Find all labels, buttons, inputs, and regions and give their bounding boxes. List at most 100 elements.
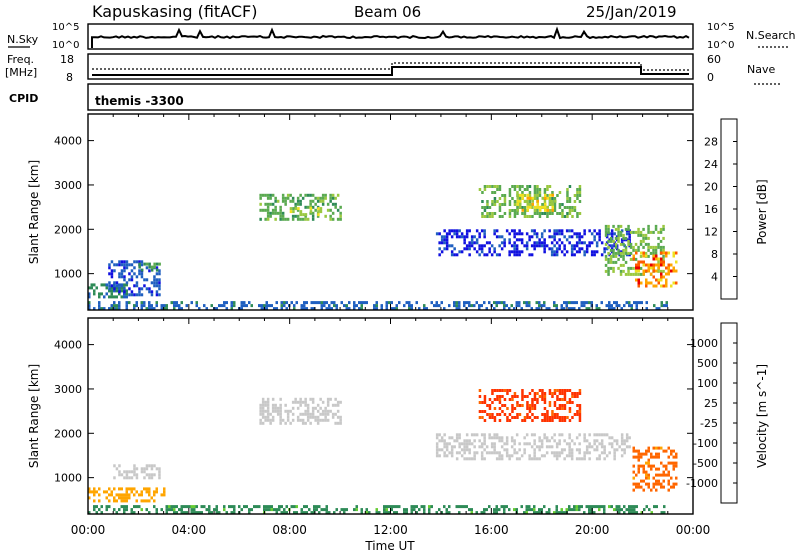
heatmap-cell — [617, 257, 620, 261]
heatmap-cell — [323, 301, 326, 305]
heatmap-cell — [551, 200, 554, 203]
heatmap-cell — [274, 199, 277, 203]
heatmap-cell — [150, 307, 153, 311]
heatmap-cell — [283, 304, 286, 308]
heatmap-cell — [266, 403, 270, 407]
heatmap-cell — [309, 415, 312, 419]
heatmap-cell — [155, 293, 159, 297]
heatmap-cell — [153, 499, 156, 503]
heatmap-cell — [529, 196, 532, 200]
heatmap-cell — [498, 454, 501, 458]
heatmap-cell — [545, 439, 549, 443]
heatmap-cell — [294, 400, 297, 404]
heatmap-cell — [343, 304, 346, 308]
heatmap-cell — [513, 244, 516, 248]
heatmap-cell — [293, 511, 296, 515]
heatmap-cell — [583, 241, 586, 245]
heatmap-cell — [558, 419, 562, 422]
heatmap-cell — [604, 233, 608, 237]
heatmap-cell — [580, 505, 583, 509]
heatmap-cell — [445, 235, 449, 239]
heatmap-cell — [281, 211, 285, 215]
heatmap-cell — [662, 254, 665, 258]
heatmap-cell — [240, 304, 243, 308]
heatmap-cell — [566, 401, 569, 404]
heatmap-cell — [528, 392, 532, 395]
heatmap-cell — [88, 496, 91, 500]
heatmap-cell — [603, 505, 606, 509]
heatmap-cell — [563, 235, 566, 239]
heatmap-cell — [578, 404, 582, 407]
heatmap-cell — [321, 202, 325, 206]
heatmap-cell — [475, 229, 479, 233]
heatmap-cell — [662, 284, 665, 288]
heatmap-cell — [665, 266, 668, 270]
heatmap-cell — [549, 202, 552, 206]
heatmap-cell — [568, 301, 571, 305]
heatmap-cell — [103, 295, 106, 299]
heatmap-cell — [155, 272, 159, 276]
heatmap-cell — [528, 238, 531, 242]
heatmap-cell — [558, 247, 561, 251]
heatmap-cell — [264, 403, 267, 407]
heatmap-cell — [120, 505, 123, 509]
x-tick-label: 12:00 — [373, 523, 408, 537]
heatmap-cell — [508, 457, 511, 461]
heatmap-cell — [488, 436, 491, 440]
heatmap-cell — [195, 511, 198, 515]
heatmap-cell — [575, 301, 578, 305]
heatmap-cell — [610, 229, 614, 233]
heatmap-cell — [313, 307, 316, 311]
heatmap-cell — [503, 241, 506, 245]
heatmap-cell — [528, 442, 531, 446]
heatmap-cell — [445, 508, 448, 512]
heatmap-cell — [165, 505, 168, 509]
heatmap-cell — [483, 235, 486, 239]
heatmap-cell — [408, 304, 411, 308]
heatmap-cell — [481, 191, 484, 194]
heatmap-cell — [647, 449, 650, 453]
heatmap-cell — [515, 250, 519, 254]
heatmap-cell — [493, 433, 496, 437]
heatmap-cell — [630, 307, 633, 311]
heatmap-cell — [565, 229, 569, 233]
heatmap-cell — [558, 232, 561, 236]
heatmap-cell — [600, 439, 604, 443]
heatmap-cell — [215, 307, 218, 311]
heatmap-cell — [498, 439, 501, 443]
heatmap-cell — [593, 433, 596, 437]
heatmap-cell — [613, 454, 616, 458]
heatmap-cell — [635, 266, 638, 270]
heatmap-cell — [498, 197, 502, 200]
heatmap-cell — [598, 307, 601, 311]
heatmap-cell — [301, 217, 305, 221]
heatmap-cell — [311, 409, 315, 413]
heatmap-cell — [600, 442, 604, 446]
heatmap-cell — [331, 196, 335, 200]
heatmap-cell — [309, 421, 312, 425]
heatmap-cell — [93, 289, 96, 293]
heatmap-cell — [505, 448, 509, 452]
heatmap-cell — [258, 505, 261, 509]
heatmap-cell — [385, 301, 388, 305]
heatmap-cell — [558, 244, 561, 248]
heatmap-cell — [655, 263, 658, 267]
colorbar-tick-label: -25 — [700, 417, 718, 430]
heatmap-cell — [128, 287, 131, 291]
heatmap-cell — [523, 194, 527, 197]
heatmap-cell — [123, 260, 126, 264]
heatmap-cell — [339, 415, 342, 419]
heatmap-cell — [635, 485, 638, 489]
heatmap-cell — [498, 235, 501, 239]
heatmap-cell — [163, 307, 166, 311]
heatmap-cell — [540, 454, 544, 458]
heatmap-cell — [443, 433, 446, 437]
x-tick-label: 04:00 — [172, 523, 207, 537]
heatmap-cell — [556, 395, 559, 398]
heatmap-cell — [133, 467, 136, 471]
heatmap-cell — [98, 499, 101, 503]
heatmap-cell — [383, 511, 386, 515]
heatmap-cell — [320, 508, 323, 512]
heatmap-cell — [618, 505, 621, 509]
heatmap-cell — [534, 208, 537, 212]
